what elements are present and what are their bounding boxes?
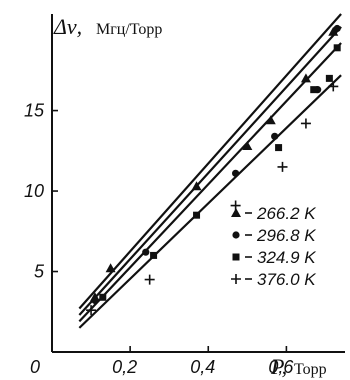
data-point-circle — [333, 24, 341, 33]
data-point-square — [193, 211, 201, 219]
legend-label-square: 324.9 K — [257, 248, 316, 267]
data-point-plus — [86, 305, 97, 316]
fit-line-plus — [78, 74, 342, 329]
x-axis-label-symbol: P, — [270, 354, 287, 379]
y-tick-label: 10 — [24, 181, 44, 201]
data-point-triangle — [300, 73, 311, 83]
y-axis-label-units: Мгц/Торр — [96, 21, 162, 38]
data-point-plus — [277, 161, 288, 172]
data-point-triangle — [105, 263, 116, 273]
y-tick-label: 15 — [24, 101, 45, 121]
data-point-square — [333, 44, 341, 52]
axes — [51, 14, 345, 353]
data-point-circle — [271, 132, 279, 140]
legend-label-triangle: 266.2 K — [256, 204, 316, 223]
fit-line-square — [78, 42, 342, 323]
data-point-square — [99, 293, 107, 301]
data-point-square — [275, 144, 283, 152]
legend-label-plus: 376.0 K — [257, 270, 316, 289]
data-point-triangle — [242, 140, 253, 150]
x-tick-label: 0,4 — [190, 357, 215, 377]
legend-marker-square — [232, 253, 240, 261]
data-point-plus — [300, 118, 311, 129]
legend: 266.2 K 296.8 K 324.9 K 376.0 K — [231, 204, 316, 289]
y-axis-label-symbol: Δν, — [53, 14, 82, 39]
x-axis-label-units: Торр — [294, 361, 327, 378]
fit-lines — [78, 13, 342, 329]
data-point-triangle — [328, 26, 339, 36]
x-tick-label: 0,2 — [112, 357, 137, 377]
data-point-circle — [91, 296, 99, 305]
x-tick-label: 0,6 — [268, 357, 294, 377]
fit-line-circle — [78, 26, 342, 316]
legend-marker-plus — [231, 274, 241, 284]
data-point-square — [150, 251, 158, 259]
data-point-plus — [328, 81, 339, 92]
data-point-circle — [142, 248, 150, 256]
fit-line-triangle — [78, 13, 342, 310]
y-tick-label: 5 — [34, 262, 45, 282]
legend-marker-circle — [232, 231, 240, 239]
data-point-triangle — [265, 115, 276, 125]
ticks: 0 0,2 0,4 0,6 5 10 15 — [24, 101, 294, 377]
legend-marker-triangle — [231, 208, 241, 217]
legend-label-circle: 296.8 K — [256, 226, 316, 245]
x-tick-label: 0 — [30, 357, 40, 377]
data-point-triangle — [191, 181, 202, 191]
data-point-plus — [144, 274, 155, 285]
data-point-circle — [232, 169, 240, 177]
data-point-square — [325, 74, 333, 82]
data-point-square — [310, 86, 318, 94]
